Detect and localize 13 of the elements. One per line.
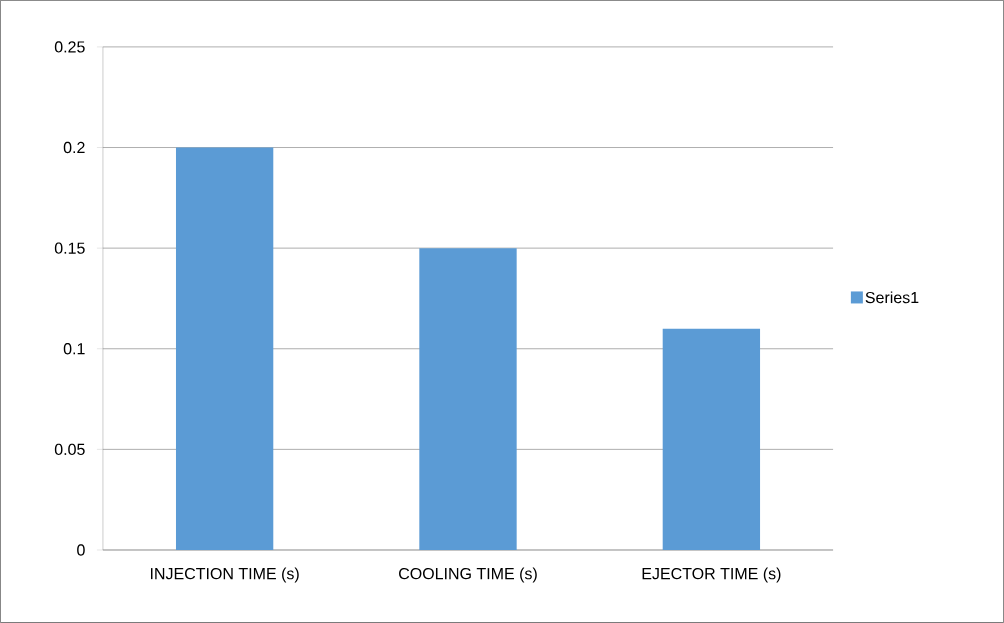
bar — [662, 328, 761, 551]
y-tick-label: 0.15 — [54, 242, 85, 254]
x-tick-label: EJECTOR TIME (s) — [642, 567, 781, 583]
y-tick-label: 0.05 — [54, 443, 85, 456]
x-tick-label: INJECTION TIME (s) — [150, 567, 299, 583]
bar — [175, 147, 274, 551]
y-tick-label: 0.1 — [63, 343, 85, 355]
y-tick-label: 0.25 — [54, 41, 85, 53]
bar — [419, 248, 517, 551]
y-tick-label: 0.2 — [63, 141, 85, 154]
x-tick-label: COOLING TIME (s) — [399, 567, 537, 583]
legend-label: Series1 — [865, 291, 919, 304]
y-tick-label: 0 — [77, 544, 85, 556]
